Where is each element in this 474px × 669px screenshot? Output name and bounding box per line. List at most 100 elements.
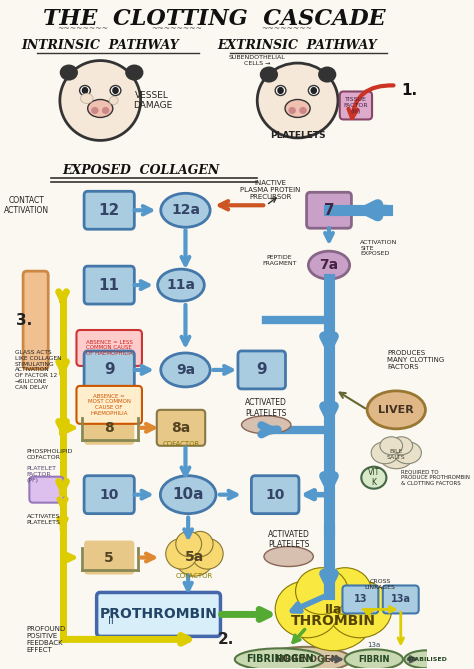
Text: PLATELETS: PLATELETS <box>270 131 326 140</box>
Ellipse shape <box>309 86 319 96</box>
Ellipse shape <box>361 467 386 488</box>
Text: 3.: 3. <box>16 312 32 328</box>
Ellipse shape <box>380 437 402 455</box>
Text: ACTIVATES
PLATELETS: ACTIVATES PLATELETS <box>27 514 61 525</box>
Ellipse shape <box>319 68 335 82</box>
Ellipse shape <box>158 269 204 301</box>
FancyBboxPatch shape <box>84 541 134 575</box>
Text: THROMBIN: THROMBIN <box>291 614 376 628</box>
Text: 10a: 10a <box>173 487 204 502</box>
FancyBboxPatch shape <box>97 593 220 636</box>
Ellipse shape <box>292 578 374 651</box>
Ellipse shape <box>390 437 412 455</box>
Text: PROFOUND
POSITIVE
FEEDBACK
EFFECT: PROFOUND POSITIVE FEEDBACK EFFECT <box>27 626 66 653</box>
Ellipse shape <box>242 416 291 434</box>
FancyBboxPatch shape <box>84 266 134 304</box>
FancyBboxPatch shape <box>84 191 134 229</box>
Text: 1.: 1. <box>401 83 418 98</box>
Ellipse shape <box>262 647 351 669</box>
Text: 7a: 7a <box>319 258 338 272</box>
Text: 5: 5 <box>104 551 114 565</box>
Ellipse shape <box>81 94 93 104</box>
Ellipse shape <box>275 581 339 638</box>
Text: 9: 9 <box>256 363 267 377</box>
Text: ACTIVATED
PLATELETS: ACTIVATED PLATELETS <box>268 530 310 549</box>
Text: TISSUE
FACTOR
(III): TISSUE FACTOR (III) <box>344 97 368 114</box>
Ellipse shape <box>161 353 210 387</box>
Text: INTRINSIC  PATHWAY: INTRINSIC PATHWAY <box>21 39 179 52</box>
Ellipse shape <box>345 650 403 669</box>
FancyBboxPatch shape <box>238 351 285 389</box>
Text: EXTRINSIC  PATHWAY: EXTRINSIC PATHWAY <box>218 39 377 52</box>
Text: LIVER: LIVER <box>378 405 414 415</box>
Ellipse shape <box>110 86 121 96</box>
Ellipse shape <box>285 100 310 118</box>
Text: ~~~~~~~~: ~~~~~~~~ <box>261 24 312 33</box>
Text: FIBRINOGEN: FIBRINOGEN <box>246 654 313 664</box>
Ellipse shape <box>319 568 372 614</box>
Ellipse shape <box>275 86 286 96</box>
Ellipse shape <box>261 68 277 82</box>
Text: FIBRINOGEN: FIBRINOGEN <box>275 655 338 664</box>
FancyBboxPatch shape <box>251 476 299 514</box>
Ellipse shape <box>80 86 91 96</box>
Text: 11a: 11a <box>166 278 195 292</box>
Ellipse shape <box>394 442 421 464</box>
Text: 12a: 12a <box>171 203 200 217</box>
Ellipse shape <box>174 537 215 576</box>
Ellipse shape <box>278 88 283 93</box>
Text: 11: 11 <box>99 278 120 292</box>
Text: PRODUCES
MANY CLOTTING
FACTORS: PRODUCES MANY CLOTTING FACTORS <box>387 350 445 370</box>
Ellipse shape <box>88 100 113 118</box>
Text: EXPOSED  COLLAGEN: EXPOSED COLLAGEN <box>62 164 219 177</box>
FancyBboxPatch shape <box>23 271 48 369</box>
FancyBboxPatch shape <box>84 351 134 389</box>
Ellipse shape <box>235 648 325 669</box>
Text: 8a: 8a <box>172 421 191 435</box>
Ellipse shape <box>191 539 223 569</box>
Ellipse shape <box>311 88 316 93</box>
Text: 2.: 2. <box>218 632 234 647</box>
Ellipse shape <box>328 581 392 638</box>
Ellipse shape <box>103 108 109 113</box>
Text: COFACTOR: COFACTOR <box>176 573 213 579</box>
Text: PLATELET
FACTOR
(PF): PLATELET FACTOR (PF) <box>27 466 57 483</box>
Text: CONTACT
ACTIVATION: CONTACT ACTIVATION <box>4 195 49 215</box>
Text: 9: 9 <box>104 363 115 377</box>
FancyBboxPatch shape <box>84 411 134 445</box>
Ellipse shape <box>92 108 98 113</box>
Ellipse shape <box>301 108 306 113</box>
Ellipse shape <box>187 531 213 557</box>
Text: 13: 13 <box>354 595 367 605</box>
Ellipse shape <box>61 66 77 80</box>
Text: 10: 10 <box>265 488 285 502</box>
Text: COFACTOR: COFACTOR <box>163 441 200 447</box>
Text: CROSS
LINKAGES: CROSS LINKAGES <box>365 579 396 590</box>
FancyBboxPatch shape <box>157 410 205 446</box>
Text: IIa: IIa <box>325 603 342 616</box>
Text: ABSENCE = LESS
COMMON CAUSE
OF HAEMOPHILIA: ABSENCE = LESS COMMON CAUSE OF HAEMOPHIL… <box>86 340 133 357</box>
Text: 12: 12 <box>99 203 120 217</box>
Ellipse shape <box>161 193 210 227</box>
Text: ~~~~~~~~: ~~~~~~~~ <box>57 24 108 33</box>
Text: PROTHROMBIN: PROTHROMBIN <box>100 607 218 622</box>
Ellipse shape <box>379 441 414 469</box>
FancyBboxPatch shape <box>340 92 372 120</box>
Text: 10: 10 <box>100 488 119 502</box>
Ellipse shape <box>367 391 426 429</box>
Ellipse shape <box>264 547 313 567</box>
FancyBboxPatch shape <box>383 585 419 613</box>
Ellipse shape <box>296 568 348 614</box>
Text: 8: 8 <box>104 421 114 435</box>
Text: THE  CLOTTING  CASCADE: THE CLOTTING CASCADE <box>43 7 385 29</box>
Ellipse shape <box>109 96 118 104</box>
Ellipse shape <box>309 251 350 279</box>
Text: ~~~~~~~~: ~~~~~~~~ <box>151 24 202 33</box>
Text: 13a: 13a <box>367 642 381 648</box>
Ellipse shape <box>371 442 399 464</box>
Text: PHOSPHOLIPID
COFACTOR: PHOSPHOLIPID COFACTOR <box>27 450 73 460</box>
Ellipse shape <box>60 61 141 140</box>
Text: VESSEL
DAMAGE: VESSEL DAMAGE <box>133 91 172 110</box>
Ellipse shape <box>176 531 201 557</box>
Text: 13a: 13a <box>391 595 411 605</box>
